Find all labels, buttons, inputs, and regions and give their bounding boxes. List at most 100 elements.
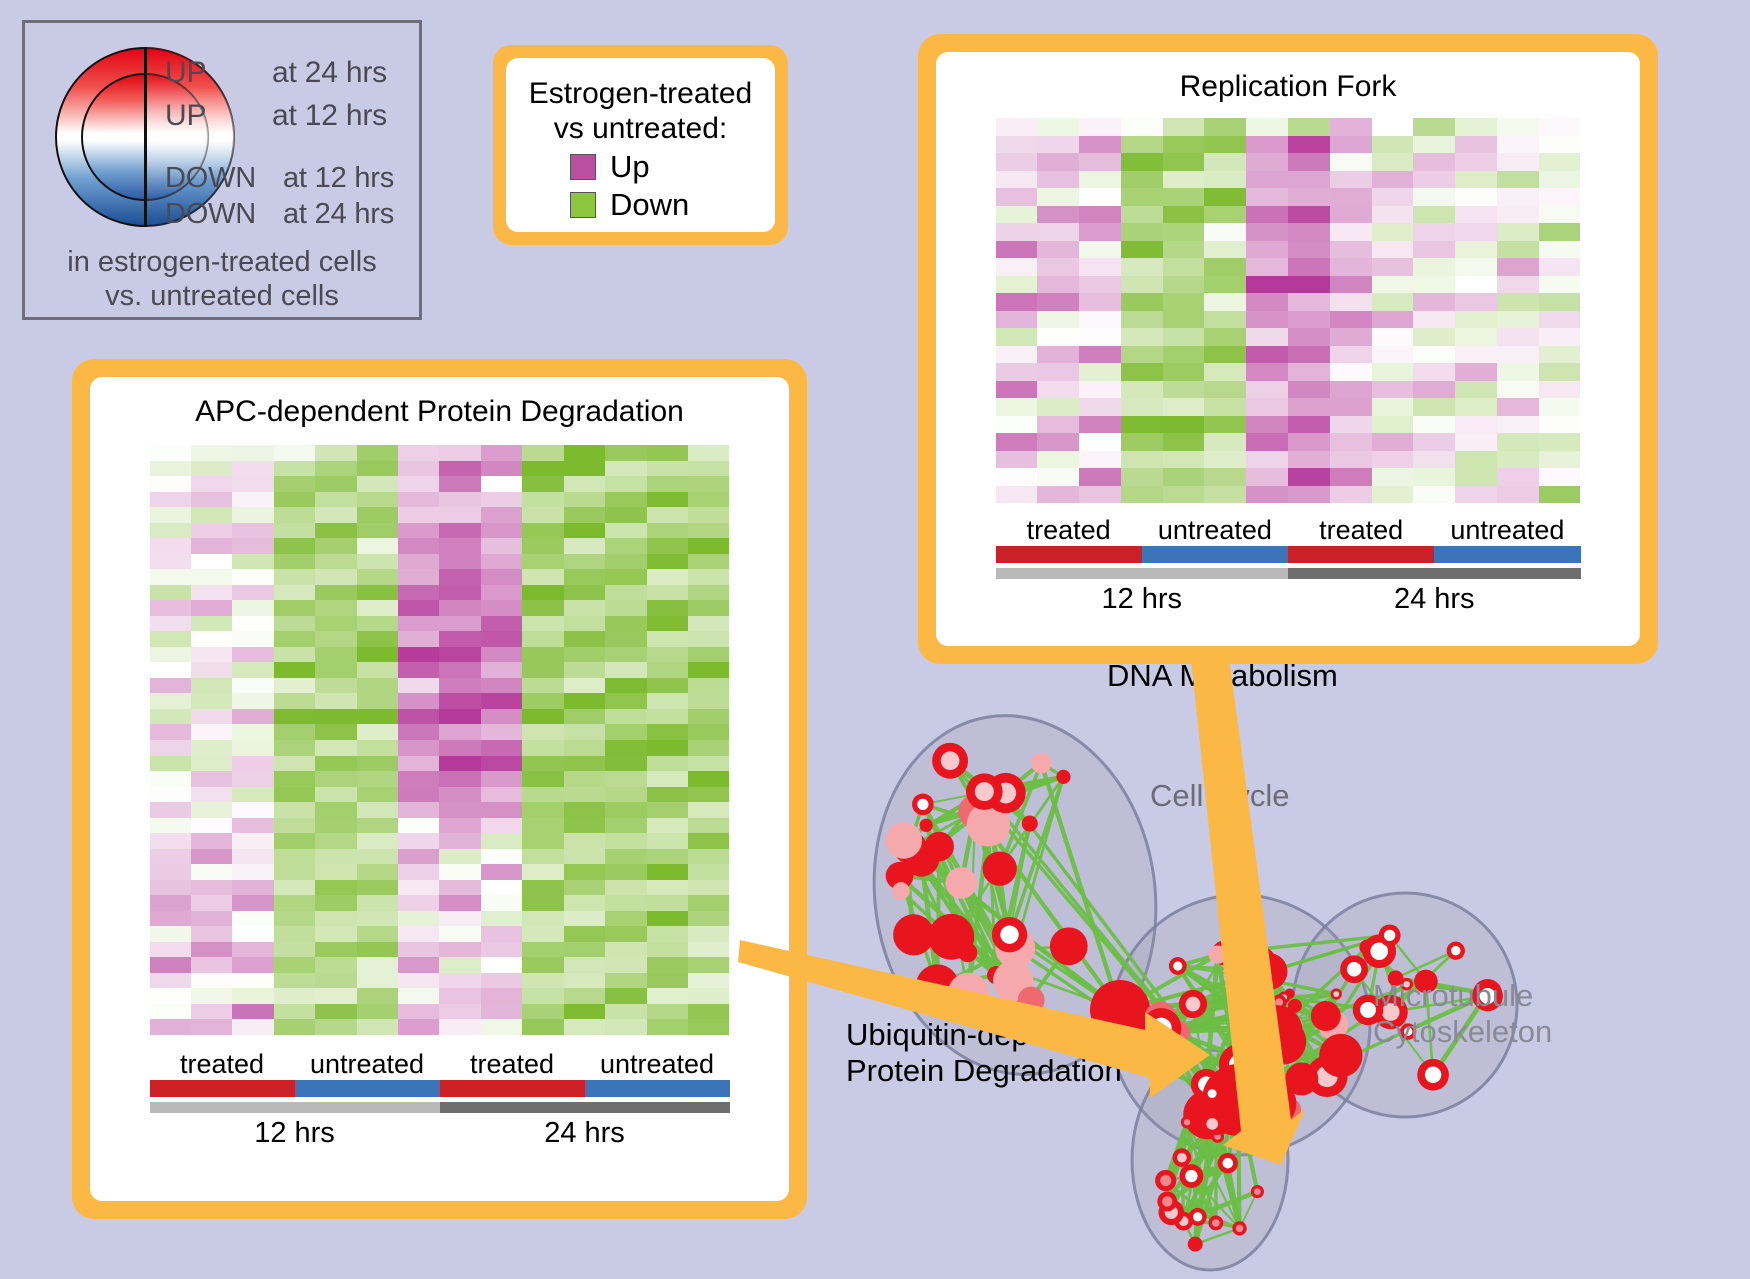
heatmap-cell — [995, 258, 1038, 276]
heatmap-cell — [1371, 450, 1414, 468]
heatmap-cell — [1371, 258, 1414, 276]
heatmap-cell — [398, 584, 440, 601]
heatmap-cell — [646, 538, 689, 554]
heatmap-cell — [232, 817, 274, 834]
rf-cond-1: untreated — [1157, 515, 1272, 545]
heatmap-cell — [1162, 293, 1205, 311]
heatmap-cell — [1079, 153, 1121, 171]
legend-label-up: Up — [610, 148, 650, 184]
heatmap-cell — [1287, 170, 1330, 188]
heatmap-cell — [1287, 258, 1330, 276]
heatmap-cell — [398, 600, 440, 616]
heatmap-cell — [1204, 310, 1247, 328]
heatmap-cell — [1204, 153, 1247, 171]
heatmap-cell — [273, 445, 316, 461]
heatmap-cell — [356, 708, 399, 725]
expression-legend-title: Estrogen-treated vs untreated: — [506, 58, 775, 147]
heatmap-cell — [439, 972, 481, 989]
replication-fork-axis: treated untreated treated untreated 12 h — [995, 515, 1581, 616]
heatmap-cell — [522, 631, 564, 647]
heatmap-cell — [522, 1019, 564, 1035]
heatmap-cell — [646, 879, 689, 896]
heatmap-cell — [149, 895, 191, 911]
heatmap-cell — [439, 646, 481, 663]
heatmap-cell — [232, 848, 274, 865]
heatmap-cell — [398, 988, 440, 1004]
heatmap-cell — [398, 507, 440, 523]
heatmap-cell — [356, 491, 399, 508]
heatmap-cell — [1455, 153, 1497, 171]
heatmap-cell — [356, 507, 399, 523]
rf-timebar-24 — [1288, 568, 1581, 579]
heatmap-cell — [605, 584, 647, 601]
heatmap-cell — [995, 345, 1038, 363]
heatmap-cell — [232, 786, 274, 803]
heatmap-cell — [605, 507, 647, 523]
heatmap-cell — [522, 802, 564, 818]
rf-cond-2: treated — [1319, 515, 1404, 545]
heatmap-cell — [1079, 118, 1121, 136]
heatmap-cell — [190, 507, 233, 523]
heatmap-cell — [439, 445, 481, 461]
heatmap-cell — [1204, 188, 1247, 206]
heatmap-cell — [439, 460, 481, 477]
heatmap-cell — [1329, 398, 1372, 416]
heatmap-cell — [190, 926, 233, 942]
heatmap-cell — [1538, 275, 1581, 293]
heatmap-cell — [356, 833, 399, 849]
heatmap-cell — [398, 708, 440, 725]
heatmap-cell — [1037, 170, 1080, 188]
network-node-core — [1360, 1001, 1376, 1018]
heatmap-cell — [995, 205, 1038, 223]
network-node — [1187, 1236, 1203, 1252]
heatmap-cell — [273, 972, 316, 989]
network-node-core — [1177, 1152, 1187, 1163]
heatmap-cell — [522, 941, 564, 958]
heatmap-cell — [439, 677, 481, 694]
heatmap-cell — [646, 507, 689, 523]
heatmap-cell — [1329, 293, 1372, 311]
heatmap-cell — [1037, 275, 1080, 293]
heatmap-cell — [646, 708, 689, 725]
heatmap-cell — [605, 786, 647, 803]
network-node-core — [1403, 1027, 1413, 1036]
heatmap-cell — [439, 662, 481, 678]
heatmap-cell — [1413, 485, 1456, 503]
heatmap-cell — [605, 802, 647, 818]
heatmap-cell — [1079, 275, 1121, 293]
heatmap-cell — [1455, 380, 1497, 398]
heatmap-cell — [1120, 153, 1163, 171]
heatmap-cell — [273, 1003, 316, 1020]
apc-bar-treated-24 — [439, 1080, 585, 1097]
heatmap-cell — [1455, 170, 1497, 188]
heatmap-cell — [149, 600, 191, 616]
heatmap-cell — [149, 584, 191, 601]
heatmap-cell — [190, 1003, 233, 1020]
heatmap-cell — [1037, 363, 1080, 381]
heatmap-cell — [1329, 258, 1372, 276]
heatmap-cell — [1162, 450, 1205, 468]
network-node-core — [1451, 945, 1461, 956]
heatmap-cell — [356, 615, 399, 632]
heatmap-cell — [688, 569, 730, 585]
heatmap-cell — [480, 771, 523, 787]
heatmap-cell — [273, 522, 316, 539]
heatmap-cell — [1455, 345, 1497, 363]
heatmap-cell — [190, 786, 233, 803]
heatmap-cell — [190, 910, 233, 927]
heatmap-cell — [646, 817, 689, 834]
heatmap-cell — [1371, 380, 1414, 398]
heatmap-cell — [646, 926, 689, 942]
heatmap-cell — [688, 1019, 730, 1035]
heatmap-cell — [1538, 135, 1581, 153]
heatmap-cell — [149, 833, 191, 849]
heatmap-cell — [232, 491, 274, 508]
heatmap-cell — [273, 755, 316, 772]
heatmap-cell — [232, 600, 274, 616]
apc-timebar-24 — [439, 1102, 730, 1113]
heatmap-cell — [315, 941, 357, 958]
heatmap-cell — [315, 584, 357, 601]
heatmap-cell — [273, 693, 316, 709]
heatmap-cell — [605, 646, 647, 663]
colorwheel-note-line2: vs. untreated cells — [105, 280, 339, 313]
